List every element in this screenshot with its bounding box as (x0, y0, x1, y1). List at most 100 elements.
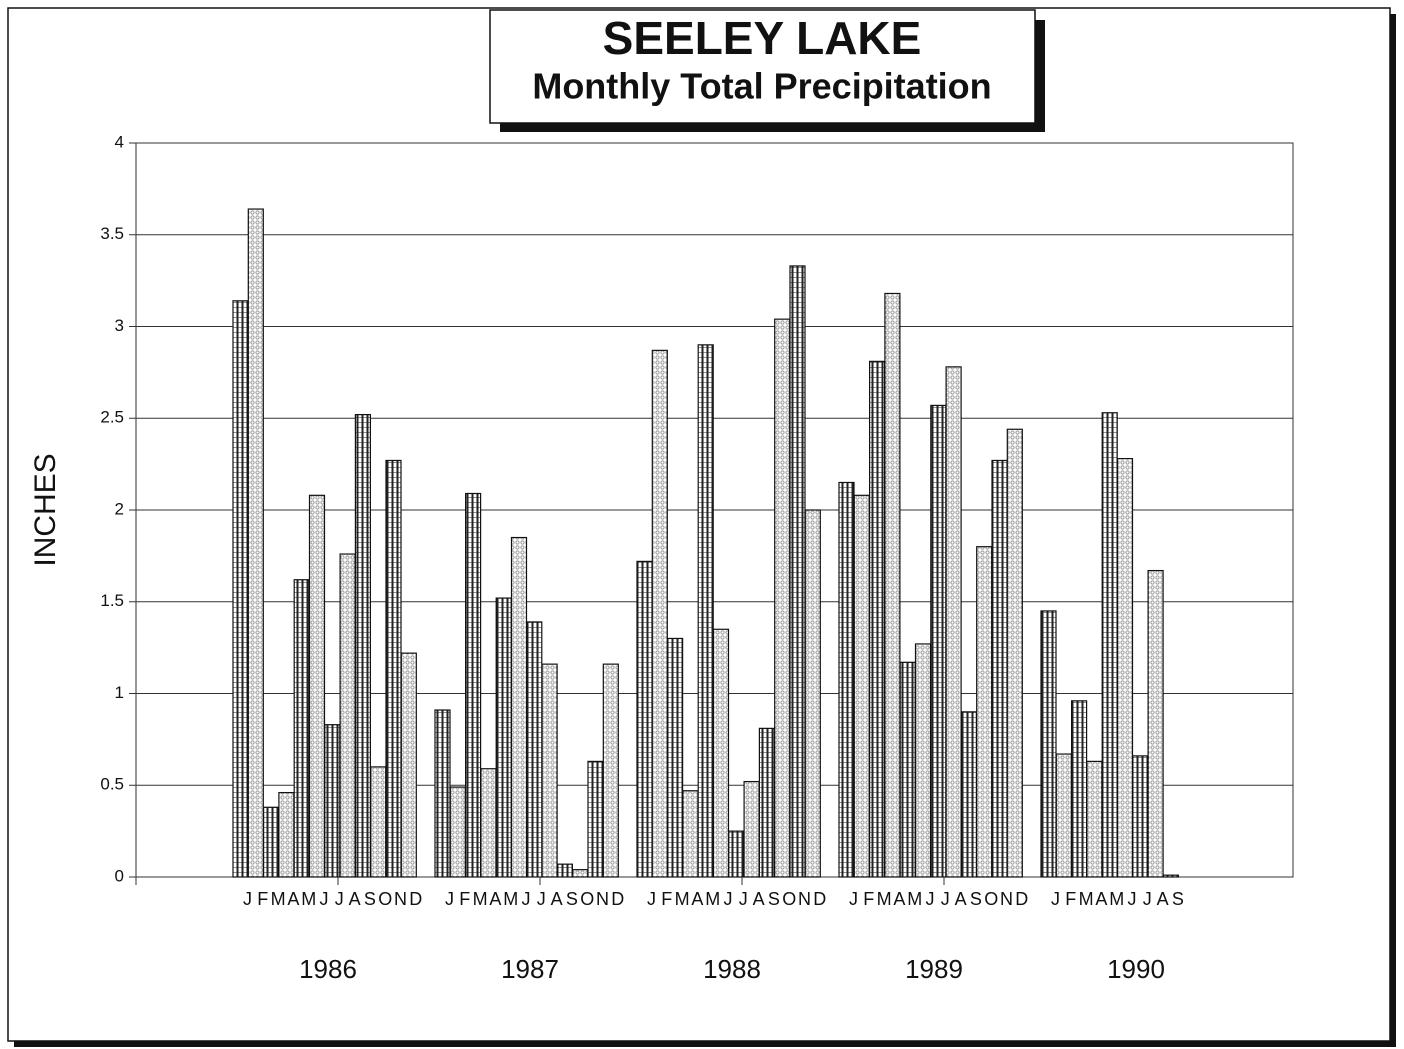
x-tick-label: A (489, 889, 501, 909)
bar (728, 830, 745, 878)
bar (945, 366, 962, 878)
bar (1006, 428, 1023, 878)
bar (434, 709, 451, 878)
x-tick-label: D (409, 889, 422, 909)
bar (354, 413, 371, 878)
x-tick-label: J (1143, 889, 1152, 909)
x-tick-label: S (364, 889, 376, 909)
y-tick-label: 0.5 (100, 775, 124, 794)
bar (1162, 874, 1180, 878)
chart-subtitle: Monthly Total Precipitation (532, 66, 991, 107)
bar (495, 597, 512, 878)
bar (556, 863, 574, 878)
bar (651, 349, 668, 878)
x-tick-label: J (739, 889, 748, 909)
bar (991, 459, 1008, 878)
bar (480, 768, 497, 878)
bar (914, 643, 932, 878)
x-tick-label: J (1128, 889, 1137, 909)
x-tick-label: F (863, 889, 874, 909)
x-tick-label: S (566, 889, 578, 909)
x-tick-label: M (675, 889, 690, 909)
x-tick-label: M (301, 889, 316, 909)
bar (449, 786, 466, 878)
bar (838, 481, 855, 878)
bar (743, 780, 760, 878)
x-tick-label: M (271, 889, 286, 909)
bar (804, 509, 821, 878)
bar (697, 344, 714, 878)
bar (1132, 755, 1149, 878)
bar (572, 869, 589, 878)
x-tick-label: M (503, 889, 518, 909)
x-tick-label: A (349, 889, 361, 909)
group-label: 1988 (703, 954, 761, 984)
bar (526, 621, 543, 878)
bar (884, 292, 901, 878)
x-tick-label: J (522, 889, 531, 909)
bar (1116, 458, 1134, 878)
x-tick-label: M (705, 889, 720, 909)
x-tick-label: O (984, 889, 998, 909)
x-tick-label: J (320, 889, 329, 909)
bar (853, 494, 870, 878)
y-tick-label: 4 (115, 132, 124, 151)
y-tick-label: 3 (115, 316, 124, 335)
bar (385, 459, 402, 878)
x-tick-label: D (1015, 889, 1028, 909)
bar (758, 727, 776, 878)
x-tick-label: J (243, 889, 252, 909)
x-tick-label: F (1065, 889, 1076, 909)
group-label: 1987 (501, 954, 559, 984)
bar (1086, 760, 1103, 878)
bar (263, 806, 280, 878)
title-box (489, 9, 1036, 124)
x-tick-label: S (1172, 889, 1184, 909)
bar (247, 208, 264, 878)
x-tick-label: J (537, 889, 546, 909)
bar (868, 360, 886, 878)
bar (1101, 412, 1118, 878)
x-tick-label: N (394, 889, 407, 909)
bar (541, 663, 558, 878)
group-label: 1990 (1107, 954, 1165, 984)
bar (602, 663, 619, 878)
bar (510, 536, 528, 878)
x-tick-label: J (335, 889, 344, 909)
bar (636, 560, 653, 878)
x-tick-label: O (580, 889, 594, 909)
x-tick-label: J (724, 889, 733, 909)
bar (682, 790, 699, 878)
x-tick-label: A (893, 889, 905, 909)
y-axis-label: INCHES (29, 453, 62, 566)
bar (1055, 753, 1072, 878)
x-tick-label: A (753, 889, 765, 909)
x-tick-label: A (1095, 889, 1107, 909)
x-tick-label: F (459, 889, 470, 909)
x-tick-label: O (782, 889, 796, 909)
chart-title: SEELEY LAKE (603, 12, 922, 64)
x-tick-label: O (378, 889, 392, 909)
bar (1040, 610, 1057, 878)
x-tick-label: D (813, 889, 826, 909)
x-tick-label: J (445, 889, 454, 909)
bar (400, 652, 417, 878)
x-tick-label: J (849, 889, 858, 909)
x-tick-label: F (661, 889, 672, 909)
x-tick-label: F (257, 889, 268, 909)
bar (774, 318, 791, 878)
bar (232, 300, 249, 878)
bar (465, 492, 482, 878)
x-tick-label: S (970, 889, 982, 909)
x-tick-label: A (551, 889, 563, 909)
group-label: 1986 (299, 954, 357, 984)
bar (1147, 569, 1164, 878)
bar (278, 791, 295, 878)
bar (666, 637, 684, 878)
x-tick-label: M (1079, 889, 1094, 909)
bar (308, 494, 326, 878)
x-tick-label: M (1109, 889, 1124, 909)
x-tick-label: J (647, 889, 656, 909)
x-tick-label: M (907, 889, 922, 909)
